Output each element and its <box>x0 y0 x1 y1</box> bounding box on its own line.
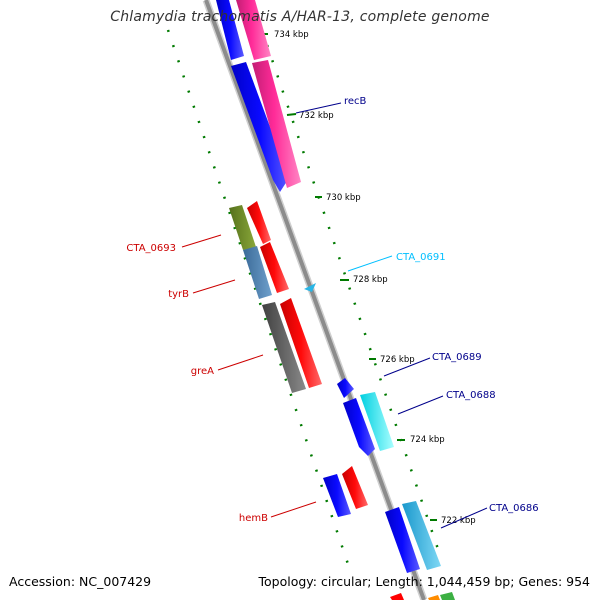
length-value: 1,044,459 bp <box>426 574 511 589</box>
accession-info: Accession: NC_007429 <box>9 574 151 589</box>
gene-feature-top-blue <box>216 0 244 60</box>
genome-stats: Topology: circular; Length: 1,044,459 bp… <box>258 574 590 589</box>
gene-feature-red-3 <box>280 298 322 388</box>
gene-feature-red-4 <box>342 466 368 509</box>
tick-label-726: 726 kbp <box>380 355 415 365</box>
accession-value: NC_007429 <box>79 574 152 589</box>
gene-features <box>216 0 455 600</box>
gene-label-CTA_0689: CTA_0689 <box>432 352 482 363</box>
genes-value: 954 <box>566 574 590 589</box>
length-label: Length: <box>375 574 423 589</box>
gene-feature-bottom-green <box>440 592 455 600</box>
genes-label: Genes: <box>518 574 563 589</box>
gene-feature-CTA_0691 <box>304 283 316 292</box>
leader-CTA_0693 <box>181 234 222 248</box>
gene-label-greA: greA <box>191 366 214 377</box>
gene-feature-bottom-orange <box>428 595 440 600</box>
gene-label-CTA_0693: CTA_0693 <box>126 243 176 254</box>
gene-feature-CTA_0689 <box>337 378 354 398</box>
leader-CTA_0689 <box>383 357 431 377</box>
gene-labels: recB CTA_0693 tyrB CTA_0691 greA CTA_068… <box>126 96 538 524</box>
gene-feature-tyrB <box>243 246 272 299</box>
gene-feature-hemB <box>323 474 351 517</box>
tick-label-734: 734 kbp <box>274 30 309 40</box>
accession-label: Accession: <box>9 574 76 589</box>
gene-feature-greA <box>262 302 306 393</box>
gene-label-hemB: hemB <box>239 513 268 524</box>
gene-feature-blue-bottom <box>385 507 420 573</box>
gene-feature-bottom-red <box>390 593 404 600</box>
gene-label-CTA_0686: CTA_0686 <box>489 503 539 514</box>
gene-feature-recB <box>252 60 301 188</box>
tick-mark-732 <box>286 113 297 116</box>
tick-label-732: 732 kbp <box>299 111 334 121</box>
gene-feature-CTA_0693 <box>229 205 256 250</box>
gene-label-CTA_0688: CTA_0688 <box>446 390 496 401</box>
leader-hemB <box>270 501 317 518</box>
map-title: Chlamydia trachomatis A/HAR-13, complete… <box>110 9 490 25</box>
gene-feature-blue-mid <box>343 398 375 456</box>
tick-label-728: 728 kbp <box>353 275 388 285</box>
gene-label-recB: recB <box>344 96 367 107</box>
leader-CTA_0691 <box>347 255 393 272</box>
tick-label-730: 730 kbp <box>326 193 361 203</box>
gene-feature-CTA_0688 <box>360 392 394 451</box>
gene-feature-blue-long <box>231 62 289 192</box>
gene-feature-CTA_0686 <box>402 501 441 570</box>
gene-feature-red-1 <box>247 201 271 244</box>
gene-feature-red-2 <box>260 242 289 293</box>
tick-label-724: 724 kbp <box>410 435 445 445</box>
leader-tyrB <box>192 279 236 294</box>
leader-greA <box>217 354 264 371</box>
gene-label-CTA_0691: CTA_0691 <box>396 252 446 263</box>
leader-CTA_0686 <box>440 507 488 529</box>
gene-feature-top-magenta <box>236 0 271 60</box>
backbone <box>202 0 428 600</box>
leader-recB <box>295 102 342 114</box>
gene-label-tyrB: tyrB <box>168 289 189 300</box>
label-leaders <box>181 102 488 529</box>
leader-CTA_0688 <box>397 395 444 415</box>
topology-label: Topology: <box>258 574 318 589</box>
topology-value: circular <box>321 574 368 589</box>
